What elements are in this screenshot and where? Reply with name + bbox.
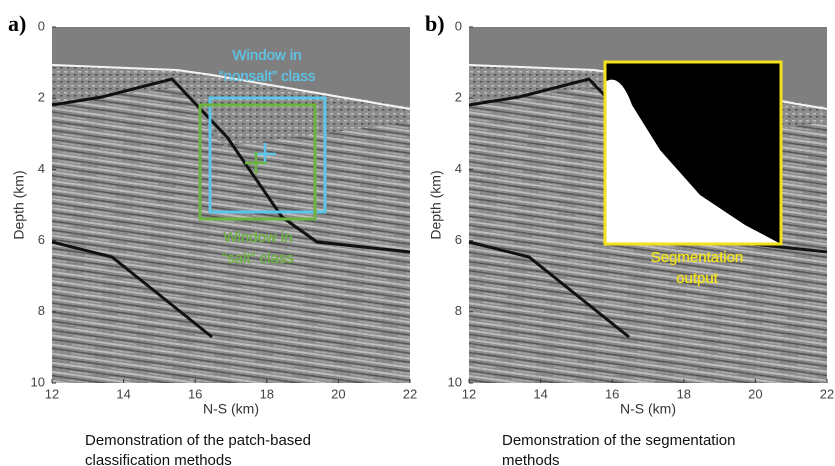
y-axis-label: Depth (km)	[428, 170, 444, 239]
y-tick-label: 0	[455, 18, 462, 33]
y-tick-label: 4	[38, 161, 45, 176]
annotation: Segmentation	[651, 249, 744, 266]
caption: Demonstration of the patch-based	[85, 432, 311, 449]
annotation: Window in	[232, 47, 301, 64]
caption: Demonstration of the segmentation	[502, 432, 735, 449]
x-tick-label: 16	[188, 386, 202, 401]
x-tick-label: 20	[748, 386, 762, 401]
y-tick-label: 10	[448, 374, 462, 389]
segmentation-salt	[605, 79, 781, 245]
segmentation-box	[603, 60, 783, 246]
annotation: output	[676, 270, 719, 287]
base-reflector	[51, 240, 213, 339]
nonsalt-window	[208, 96, 327, 214]
annotation: Window in	[223, 229, 292, 246]
y-tick-label: 2	[455, 90, 462, 105]
sediment-layers	[52, 87, 410, 383]
caption: methods	[502, 452, 560, 466]
y-tick-label: 8	[455, 303, 462, 318]
annotation: “nonsalt” class	[219, 68, 316, 85]
salt-center	[245, 152, 267, 174]
y-tick-label: 2	[38, 90, 45, 105]
water-column	[52, 27, 410, 107]
panel-label: a)	[8, 11, 26, 36]
x-tick-label: 12	[462, 386, 476, 401]
y-axis-label: Depth (km)	[11, 170, 27, 239]
x-tick-label: 18	[677, 386, 691, 401]
y-tick-label: 4	[455, 161, 462, 176]
x-tick-label: 20	[331, 386, 345, 401]
x-tick-label: 14	[533, 386, 547, 401]
annotation: “salt” class	[222, 250, 294, 267]
y-tick-label: 6	[455, 232, 462, 247]
x-tick-label: 22	[820, 386, 834, 401]
x-tick-label: 18	[260, 386, 274, 401]
x-tick-label: 22	[403, 386, 417, 401]
base-reflector	[468, 240, 630, 339]
caption: classification methods	[85, 452, 232, 466]
y-tick-label: 8	[38, 303, 45, 318]
x-axis-label: N-S (km)	[203, 401, 259, 417]
x-tick-label: 16	[605, 386, 619, 401]
x-axis-label: N-S (km)	[620, 401, 676, 417]
salt-boundary	[51, 77, 411, 254]
x-tick-label: 14	[116, 386, 130, 401]
nonsalt-center	[254, 143, 276, 165]
salt-window	[198, 103, 317, 221]
x-tick-label: 12	[45, 386, 59, 401]
seafloor	[51, 64, 411, 110]
y-tick-label: 0	[38, 18, 45, 33]
y-tick-label: 10	[31, 374, 45, 389]
y-tick-label: 6	[38, 232, 45, 247]
panel-label: b)	[425, 11, 445, 36]
